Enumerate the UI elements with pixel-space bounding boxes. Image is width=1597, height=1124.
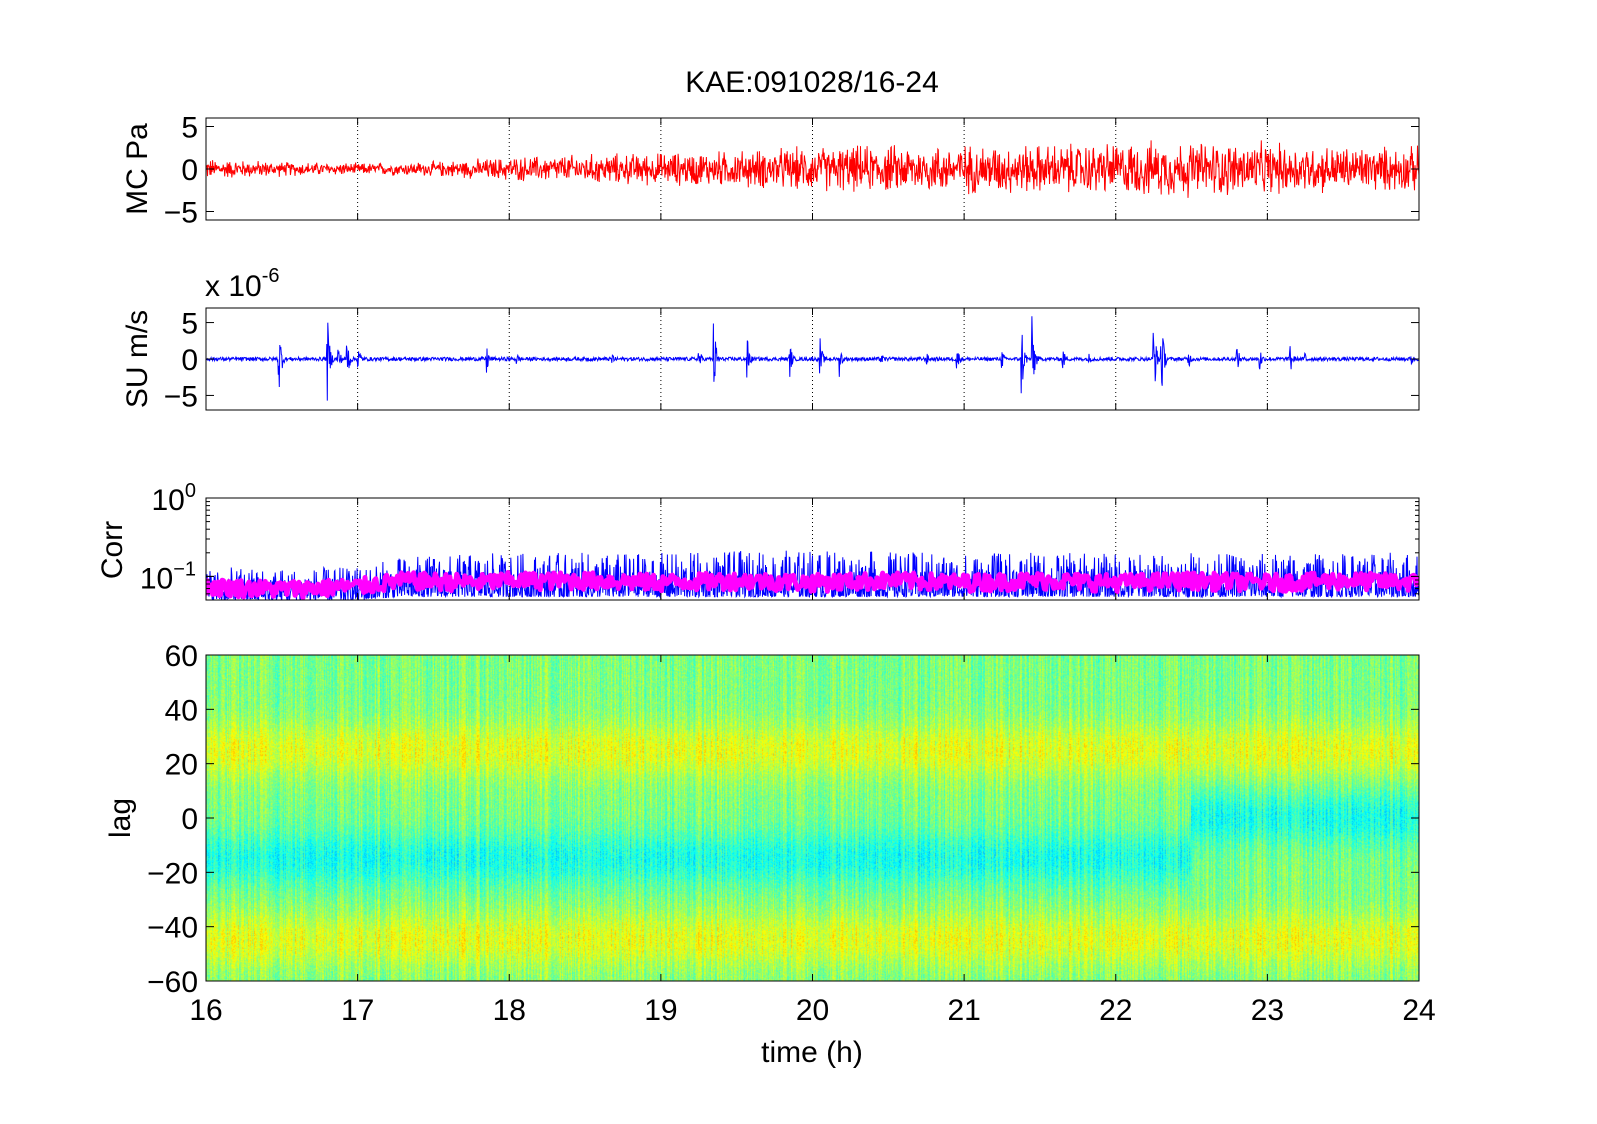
- ytick-label: 10−1: [140, 558, 196, 595]
- xtick-label: 24: [1402, 994, 1435, 1027]
- ytick-label: 5: [181, 308, 198, 341]
- pressure-series-line: [206, 140, 1419, 198]
- panel-velocity-exponent: x 10-6: [205, 265, 280, 303]
- pressure-trace: [206, 140, 1419, 198]
- panel-velocity-exponent-power: -6: [262, 265, 280, 287]
- ytick-label: 60: [165, 640, 198, 673]
- ytick-label: −5: [164, 380, 198, 413]
- ytick-label: 0: [181, 154, 198, 187]
- xtick-label: 23: [1251, 994, 1284, 1027]
- panel-lag-yticks: 60 40 20 0 −20 −40 −60: [147, 640, 1419, 999]
- panel-pressure-ylabel: MC Pa: [121, 123, 154, 215]
- panel-pressure-gridlines: [357, 118, 1268, 220]
- panel-correlation-yticks: 100 10−1: [140, 480, 1419, 601]
- panel-velocity-ylabel: SU m/s: [121, 310, 154, 408]
- ytick-label: −20: [147, 857, 198, 890]
- x-axis-ticks: 16 17 18 19 20 21 22 23 24: [189, 118, 1436, 1027]
- ytick-label: 20: [165, 749, 198, 782]
- ytick-label: 100: [152, 480, 197, 517]
- panel-velocity: 50−5 SU m/s x 10-6: [121, 265, 1420, 413]
- ytick-label: −40: [147, 912, 198, 945]
- heatmap-image: [206, 655, 1419, 981]
- panel-correlation: 100 10−1 Corr: [96, 480, 1420, 601]
- ytick-label: −60: [147, 966, 198, 999]
- xtick-label: 22: [1099, 994, 1132, 1027]
- panel-correlation-ylabel: Corr: [96, 521, 129, 579]
- x-axis-label: time (h): [761, 1036, 863, 1069]
- correlation-magenta-line: [206, 570, 1419, 600]
- velocity-series-line: [206, 316, 1419, 401]
- xtick-label: 16: [189, 994, 222, 1027]
- ytick-label: −5: [164, 197, 198, 230]
- panel-velocity-gridlines: [357, 308, 1268, 410]
- panel-velocity-yticks: 50−5: [164, 308, 1419, 413]
- ytick-label: 0: [181, 344, 198, 377]
- xtick-label: 17: [341, 994, 374, 1027]
- velocity-trace: [206, 316, 1419, 401]
- xtick-label: 20: [796, 994, 829, 1027]
- panel-pressure: 5 0 −5 MC Pa: [121, 112, 1420, 230]
- panel-pressure-yticks: 5 0 −5: [164, 112, 1419, 230]
- panel-lag-ylabel: lag: [104, 798, 137, 838]
- xtick-label: 21: [947, 994, 980, 1027]
- ytick-label: 5: [181, 112, 198, 145]
- ytick-label: 40: [165, 694, 198, 727]
- chart-title: KAE:091028/16-24: [685, 66, 939, 99]
- xtick-label: 18: [493, 994, 526, 1027]
- ytick-label: 0: [181, 803, 198, 836]
- xtick-label: 19: [644, 994, 677, 1027]
- correlation-traces: [206, 550, 1419, 600]
